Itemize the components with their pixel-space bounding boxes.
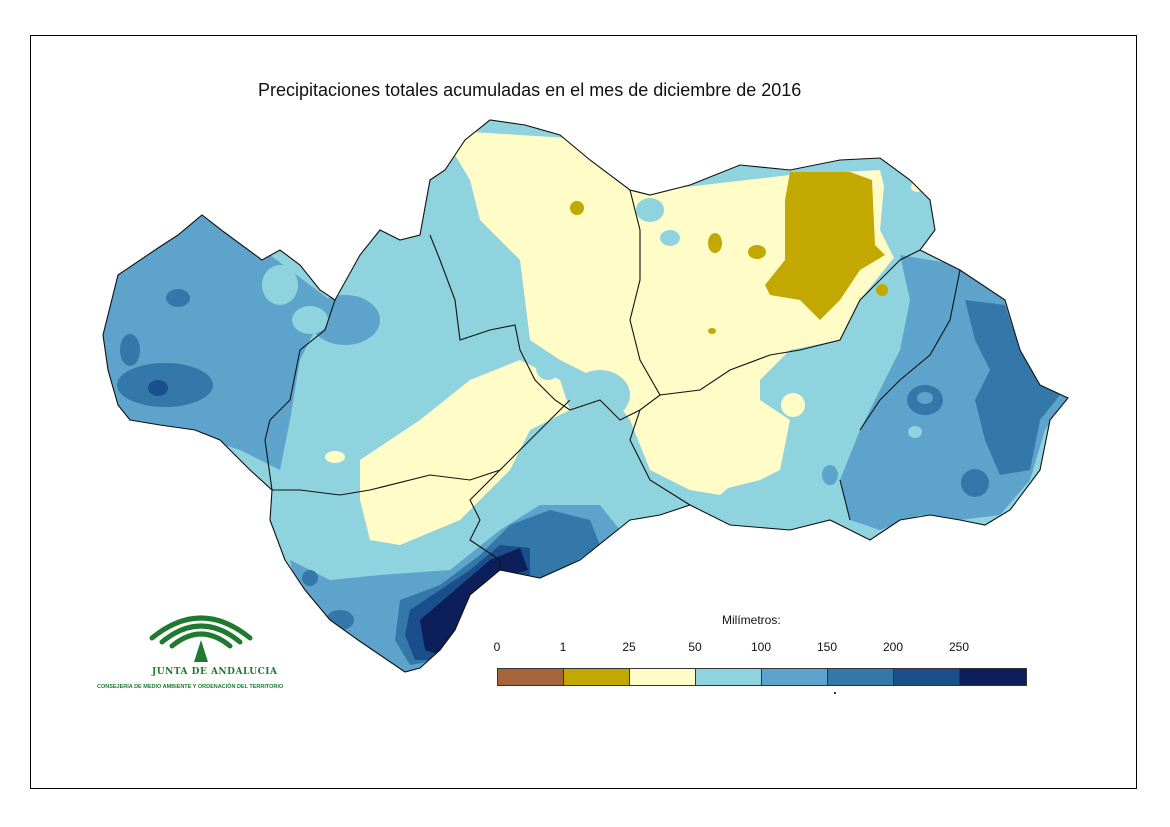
- legend-swatch-2: [630, 669, 696, 685]
- map-frame: [30, 35, 1137, 789]
- logo-name: JUNTA DE ANDALUCIA: [152, 667, 278, 677]
- legend-tick-200: 200: [882, 640, 904, 654]
- legend-swatch-6: [894, 669, 960, 685]
- legend-tick-50: 50: [688, 640, 702, 654]
- legend-swatch-0: [498, 669, 564, 685]
- legend-swatch-7: [960, 669, 1026, 685]
- legend-tick-250: 250: [948, 640, 970, 654]
- legend-swatch-4: [762, 669, 828, 685]
- legend-swatch-1: [564, 669, 630, 685]
- legend-tick-150: 150: [816, 640, 838, 654]
- legend-tick-100: 100: [750, 640, 772, 654]
- legend-swatch-5: [828, 669, 894, 685]
- legend-tick-1: 1: [559, 640, 567, 654]
- legend-dot: [834, 692, 836, 694]
- legend-tick-labels: 0 1 25 50 100 150 200 250: [0, 640, 1170, 656]
- junta-logo-icon: [149, 615, 253, 662]
- legend-title: Milímetros:: [722, 613, 781, 627]
- logo-subtitle: CONSEJERÍA DE MEDIO AMBIENTE Y ORDENACIÓ…: [97, 684, 284, 690]
- legend-color-bar: [497, 668, 1027, 686]
- map-title: Precipitaciones totales acumuladas en el…: [258, 80, 802, 100]
- legend-tick-25: 25: [622, 640, 636, 654]
- legend-tick-0: 0: [493, 640, 501, 654]
- legend-swatch-3: [696, 669, 762, 685]
